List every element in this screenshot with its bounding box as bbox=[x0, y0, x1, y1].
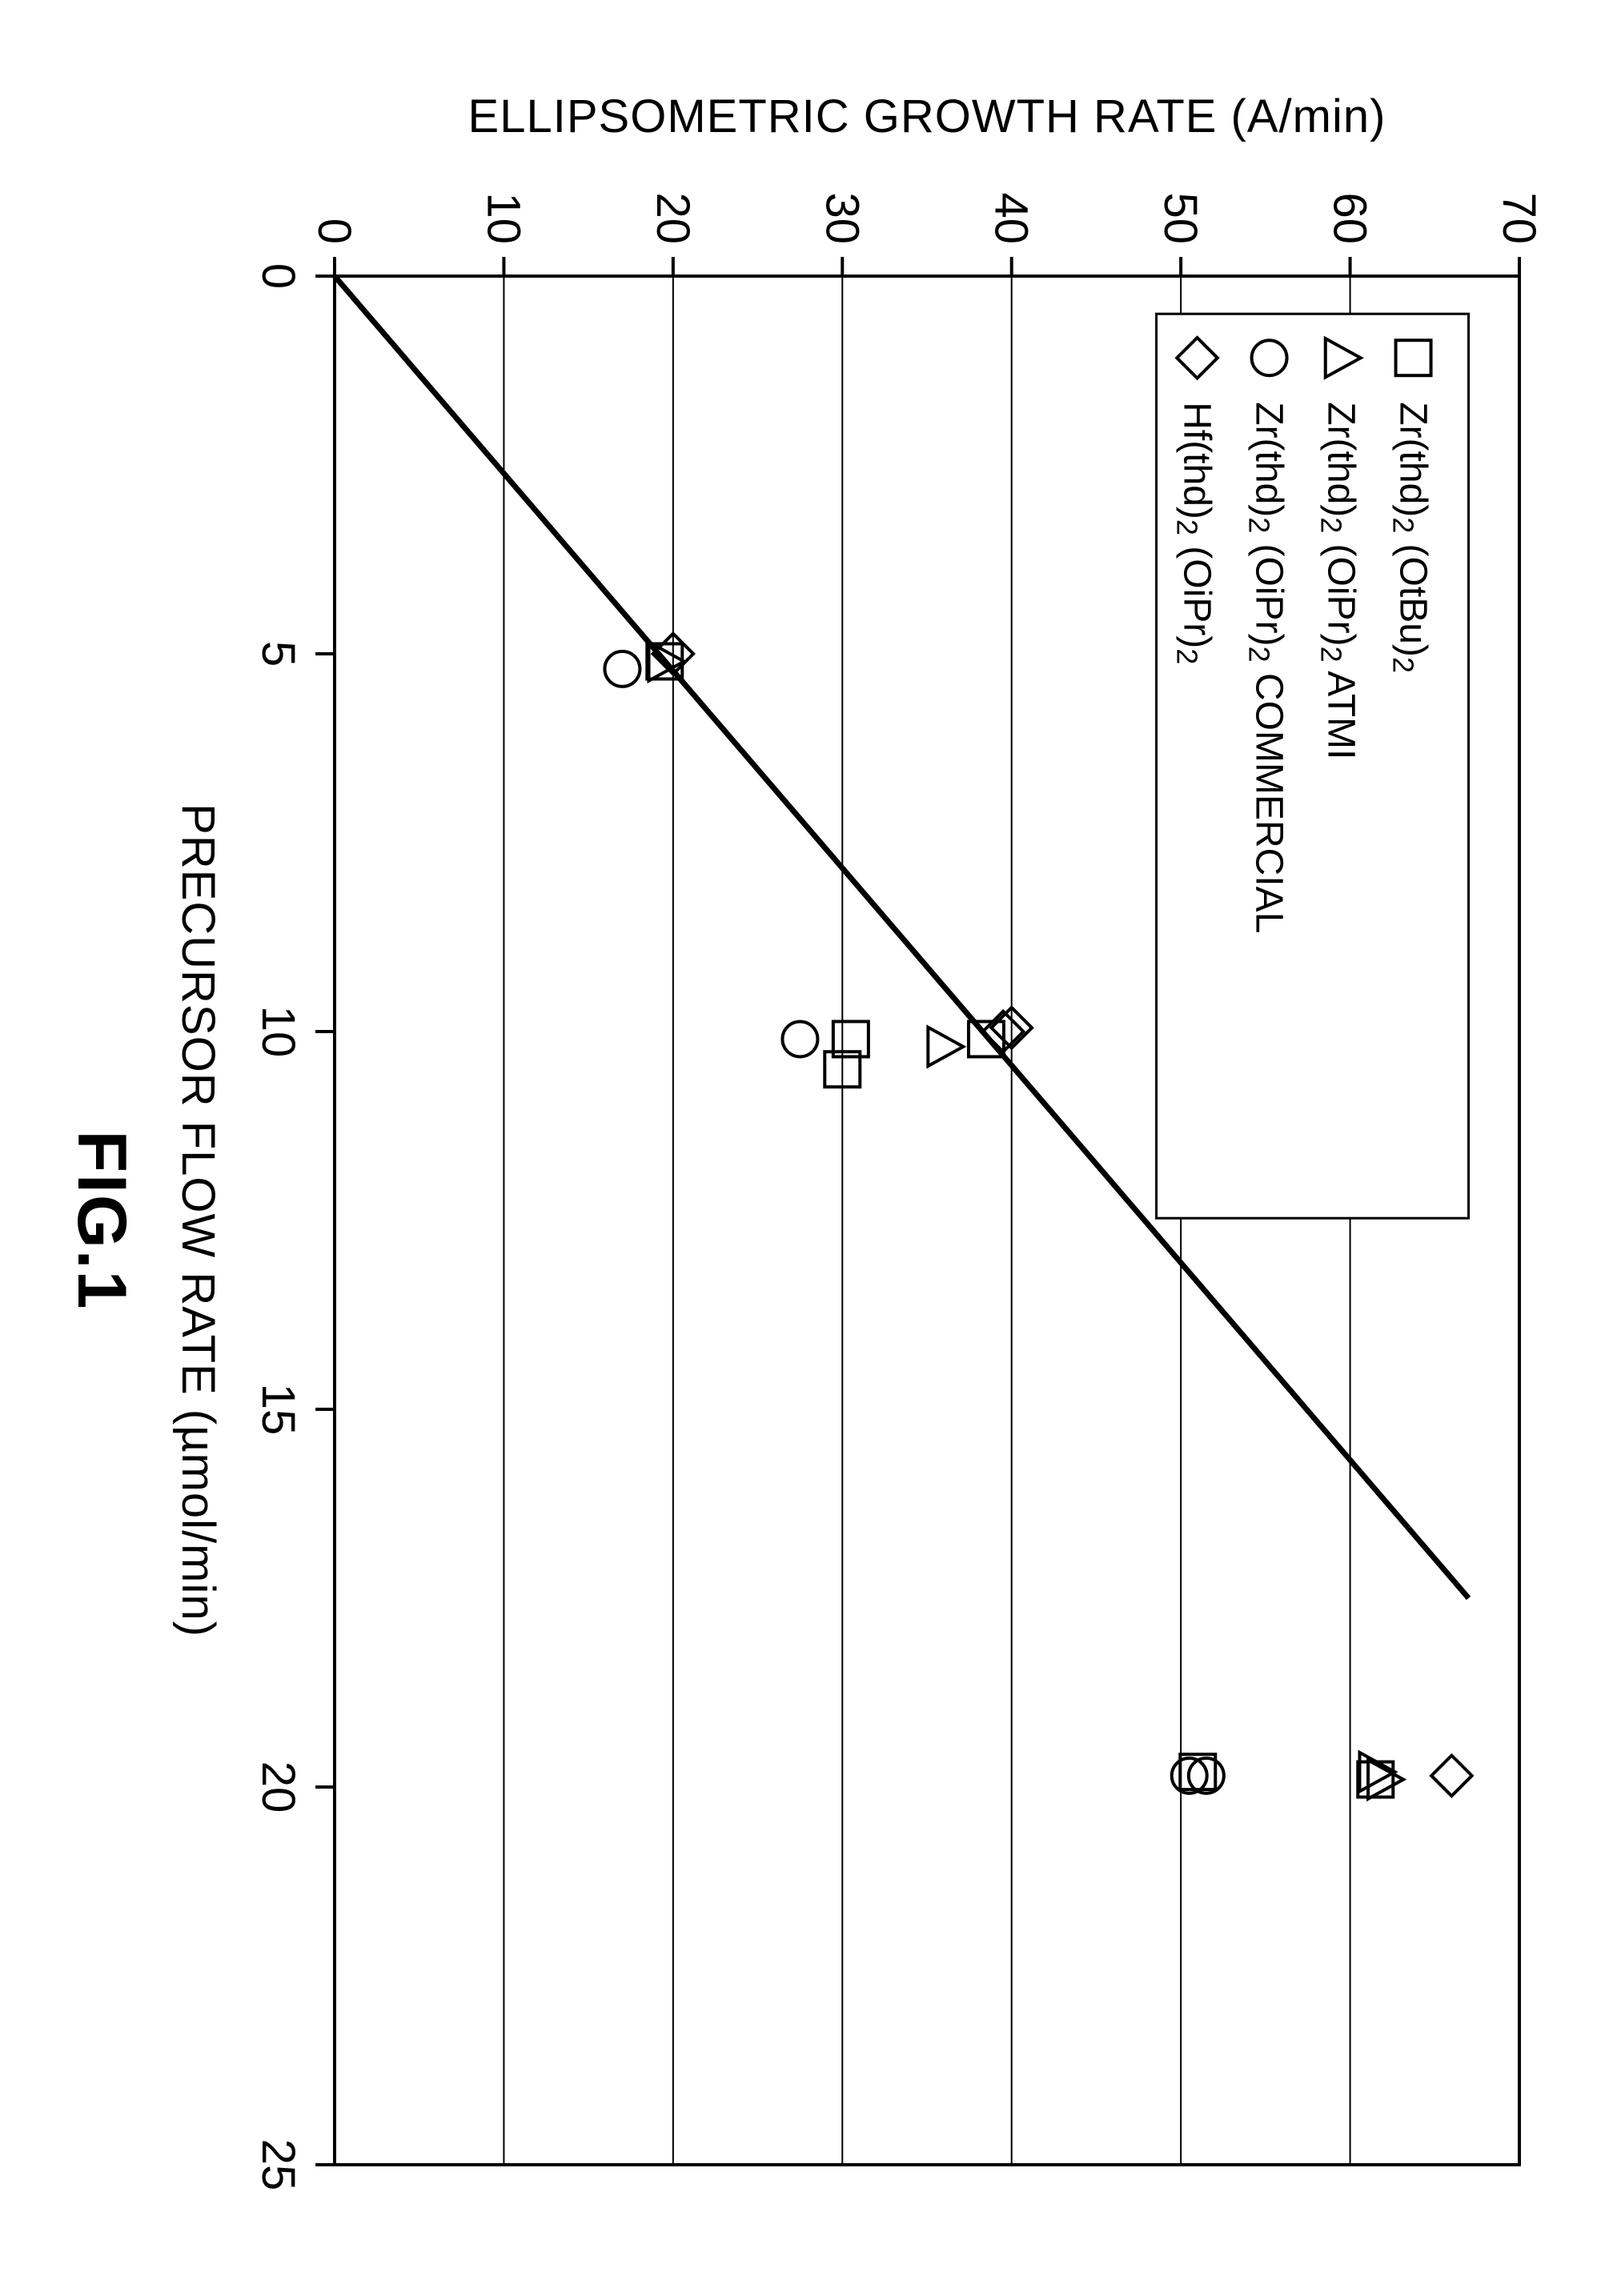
x-tick-label: 20 bbox=[252, 1761, 304, 1813]
y-tick-label: 40 bbox=[985, 192, 1037, 244]
legend-label: Zr(thd)2 (OtBu)2 bbox=[1386, 402, 1434, 673]
y-tick-label: 50 bbox=[1154, 192, 1206, 244]
triangle-marker bbox=[928, 1027, 963, 1065]
circle-marker bbox=[782, 1021, 817, 1056]
y-tick-label: 30 bbox=[816, 192, 868, 244]
legend: Zr(thd)2 (OtBu)2 Zr(thd)2 (OiPr)2 ATMI Zr(… bbox=[1156, 314, 1468, 1218]
growth-rate-chart: 0 5 10 15 20 25 0 10 20 30 40 50 60 70 PRECURSOR FLOW … bbox=[46, 68, 1567, 2229]
y-tick-label: 20 bbox=[646, 192, 698, 244]
x-tick-label: 5 bbox=[252, 640, 304, 666]
x-tick-label: 0 bbox=[252, 262, 304, 288]
page: 0 5 10 15 20 25 0 10 20 30 40 50 60 70 PRECURSOR FLOW … bbox=[0, 0, 1613, 2296]
y-tick-label: 0 bbox=[308, 218, 360, 243]
chart-container: 0 5 10 15 20 25 0 10 20 30 40 50 60 70 PRECURSOR FLOW … bbox=[46, 68, 1567, 2229]
figure-label: FIG.1 bbox=[63, 1130, 140, 1310]
y-tick-label: 60 bbox=[1323, 192, 1375, 244]
x-tick-label: 25 bbox=[252, 2138, 304, 2190]
y-axis-label: ELLIPSOMETRIC GROWTH RATE (A/min) bbox=[467, 90, 1386, 142]
y-tick-label: 10 bbox=[477, 192, 529, 244]
legend-label: Zr(thd)2 (OiPr)2 ATMI bbox=[1314, 402, 1362, 759]
legend-label: Zr(thd)2 (OiPr)2 COMMERCIAL bbox=[1242, 402, 1290, 933]
x-tick-label: 15 bbox=[252, 1383, 304, 1435]
diamond-marker bbox=[1431, 1755, 1472, 1796]
y-tick-label: 70 bbox=[1493, 192, 1545, 244]
x-tick-label: 10 bbox=[252, 1005, 304, 1057]
circle-marker bbox=[604, 651, 640, 686]
x-axis-label: PRECURSOR FLOW RATE (µmol/min) bbox=[172, 803, 224, 1637]
